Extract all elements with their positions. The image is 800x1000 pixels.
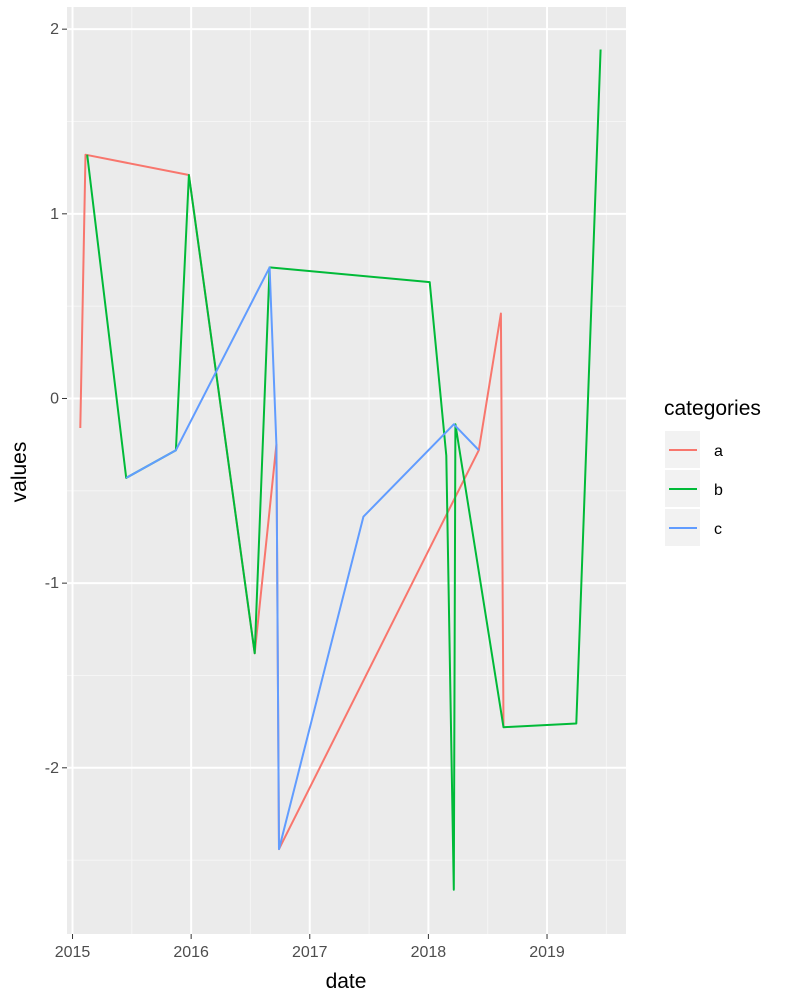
y-tick-label: -1: [45, 575, 59, 592]
legend-label-a: a: [714, 443, 723, 460]
legend-items: a b c: [665, 431, 723, 546]
series-line-c: [125, 266, 480, 851]
x-axis-ticks: 2015 2016 2017 2018 2019: [55, 934, 565, 961]
y-tick-label: 1: [50, 206, 59, 223]
legend-label-c: c: [714, 521, 722, 538]
legend-title: categories: [664, 397, 761, 420]
y-tick-label: -2: [45, 760, 59, 777]
y-axis-ticks: -2 -1 0 1 2: [45, 21, 67, 777]
x-tick-label: 2018: [411, 944, 447, 961]
y-tick-label: 2: [50, 21, 59, 38]
minor-gridlines: [67, 7, 626, 934]
y-axis-title: values: [8, 442, 31, 503]
series-lines: [79, 49, 602, 891]
x-tick-label: 2017: [292, 944, 328, 961]
legend-label-b: b: [714, 482, 723, 499]
plot-panel: [67, 7, 626, 934]
x-tick-label: 2016: [173, 944, 209, 961]
legend: categories a b c: [664, 397, 761, 546]
y-tick-label: 0: [50, 390, 59, 407]
x-axis-title: date: [326, 970, 367, 993]
x-tick-label: 2015: [55, 944, 91, 961]
major-gridlines: [67, 7, 626, 934]
x-tick-label: 2019: [529, 944, 565, 961]
